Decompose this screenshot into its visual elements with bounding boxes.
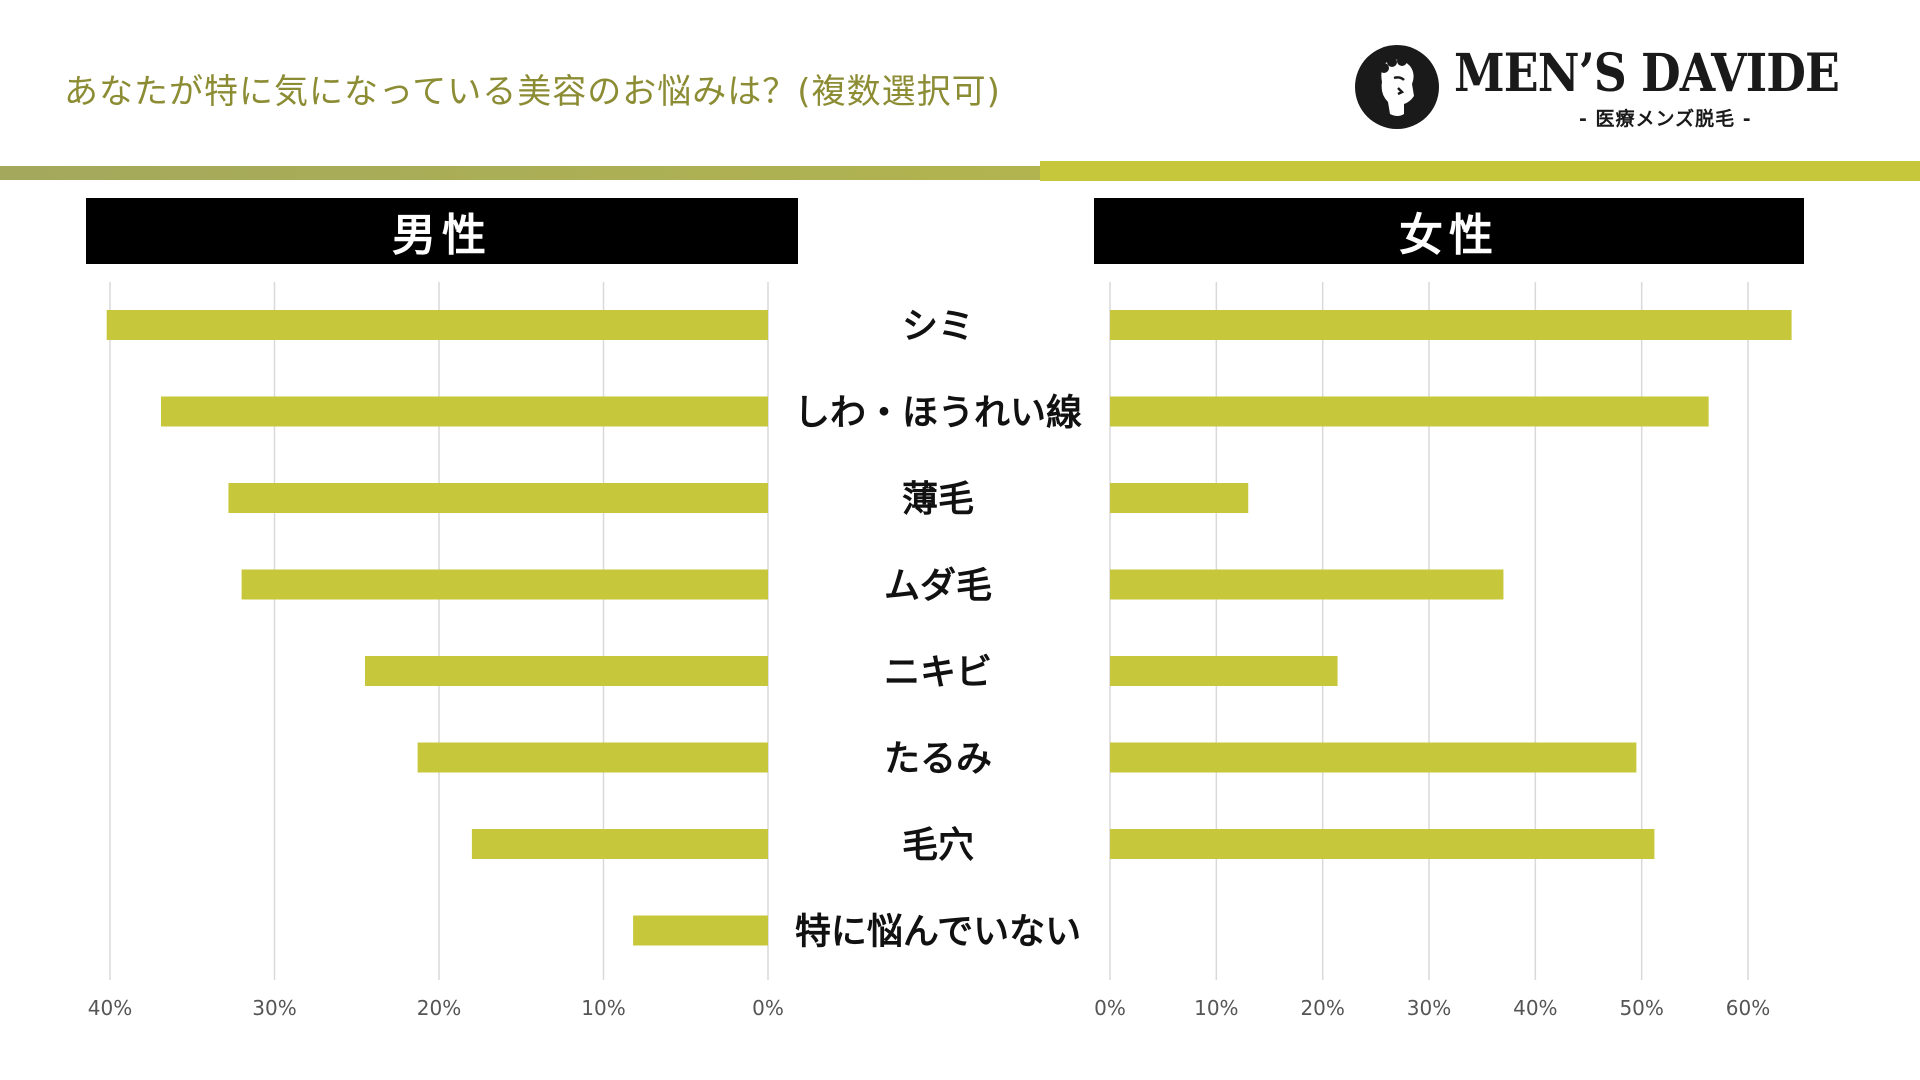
female-bar-7 (1110, 829, 1655, 859)
category-label: 薄毛 (902, 479, 974, 520)
brand-logo: MEN’S DAVIDE - 医療メンズ脱毛 - (1354, 42, 1874, 132)
female-tick-label: 10% (1194, 996, 1238, 1020)
header-male: 男性 (86, 198, 798, 264)
male-bar-7 (471, 829, 768, 859)
male-bar-4 (241, 569, 769, 600)
category-label: ムダ毛 (884, 566, 992, 607)
category-label: シミ (902, 306, 974, 347)
brand-subtitle: - 医療メンズ脱毛 - (1579, 108, 1752, 130)
male-bar-3 (228, 483, 768, 513)
female-bar-4 (1110, 569, 1504, 600)
male-tick-label: 30% (252, 996, 296, 1020)
divider-right (1040, 161, 1920, 181)
female-tick-label: 20% (1300, 996, 1344, 1020)
category-label: しわ・ほうれい線 (794, 393, 1082, 434)
female-tick-label: 60% (1726, 996, 1770, 1020)
male-tick-label: 0% (752, 996, 784, 1020)
female-bar-6 (1110, 742, 1637, 773)
header-female: 女性 (1094, 198, 1804, 264)
male-bar-8 (633, 915, 768, 946)
female-tick-label: 40% (1513, 996, 1557, 1020)
female-bar-2 (1110, 396, 1709, 427)
female-bar-3 (1110, 483, 1249, 513)
category-label: ニキビ (884, 652, 992, 693)
female-tick-label: 50% (1619, 996, 1663, 1020)
category-label: たるみ (884, 739, 992, 780)
female-tick-label: 30% (1407, 996, 1451, 1020)
male-tick-label: 10% (581, 996, 625, 1020)
male-bar-5 (364, 656, 768, 686)
brand-name: MEN’S DAVIDE (1454, 43, 1840, 104)
chart-title: あなたが特に気になっている美容のお悩みは？(複数選択可) (64, 72, 1001, 112)
female-tick-label: 0% (1094, 996, 1126, 1020)
male-tick-label: 20% (417, 996, 461, 1020)
male-tick-label: 40% (88, 996, 132, 1020)
male-bar-2 (160, 396, 768, 427)
female-bar-1 (1110, 310, 1792, 340)
male-bar-1 (106, 310, 768, 340)
divider-left (0, 166, 1040, 180)
male-bar-6 (417, 742, 768, 773)
statue-head-icon (1355, 45, 1439, 129)
female-bar-5 (1110, 656, 1338, 686)
category-label: 毛穴 (902, 825, 974, 866)
category-label: 特に悩んでいない (795, 912, 1081, 953)
